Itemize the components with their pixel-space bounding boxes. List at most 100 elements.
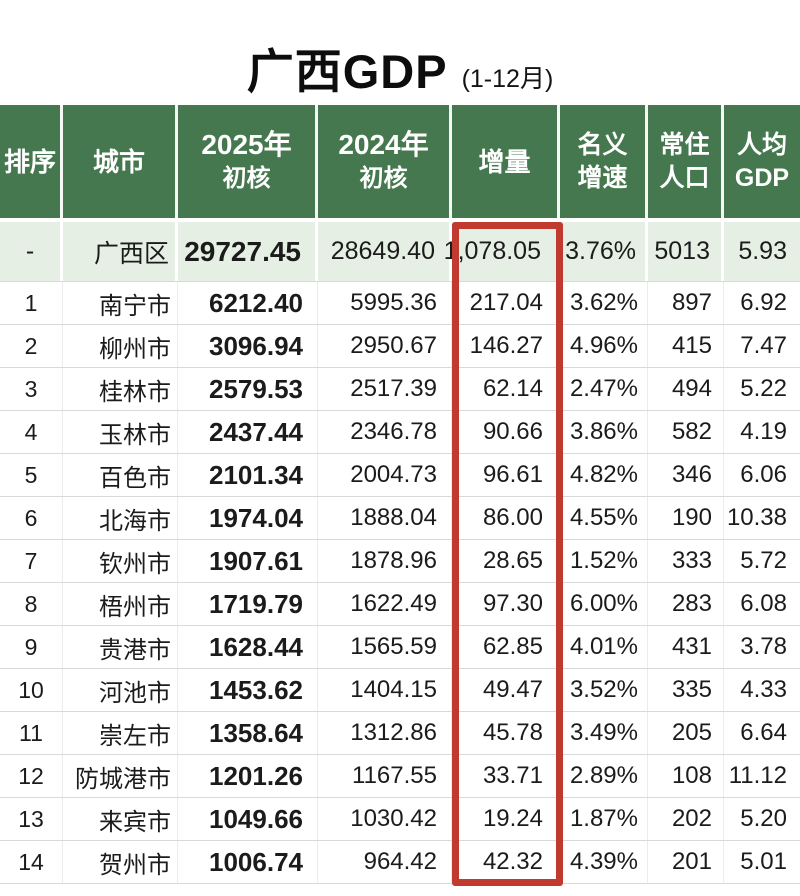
cell-rank: 9 [0, 626, 63, 668]
cell-per-capita-gdp: 5.01 [740, 848, 787, 875]
cell-per-capita-gdp: 5.22 [740, 375, 787, 402]
cell-increment: 96.61 [452, 454, 560, 496]
cell-gdp-2024: 2950.67 [318, 325, 452, 367]
cell-gdp-2024: 1622.49 [318, 583, 452, 625]
cell-city: 来宾市 [63, 798, 178, 840]
cell-per-capita-gdp: 7.47 [740, 332, 787, 359]
cell-population: 205 [648, 712, 724, 754]
cell-per-capita-gdp: 6.92 [740, 289, 787, 316]
cell-increment: 1,078.05 [444, 222, 560, 281]
cell-nominal-growth: 2.47% [560, 368, 648, 410]
cell-nominal-growth: 3.76% [560, 222, 648, 281]
cell-population: 431 [648, 626, 724, 668]
cell-population: 494 [648, 368, 724, 410]
cell-nominal-growth: 3.49% [560, 712, 648, 754]
table-row: 13 来宾市 1049.66 1030.42 19.24 1.87% 202 5… [0, 797, 800, 840]
cell-gdp-2024: 2517.39 [318, 368, 452, 410]
cell-population: 201 [648, 841, 724, 883]
cell-increment: 146.27 [452, 325, 560, 367]
cell-city: 贵港市 [63, 626, 178, 668]
column-header-gdp-2024: 2024年 初核 [318, 105, 452, 218]
cell-per-capita-gdp: 11.12 [728, 762, 787, 789]
cell-gdp-2024: 1404.15 [318, 669, 452, 711]
cell-increment: 49.47 [452, 669, 560, 711]
cell-per-capita-gdp: 6.64 [740, 719, 787, 746]
table-row: 14 贺州市 1006.74 964.42 42.32 4.39% 201 5.… [0, 840, 800, 883]
cell-rank: - [0, 222, 63, 281]
cell-increment: 97.30 [452, 583, 560, 625]
cell-gdp-2024: 1167.55 [318, 755, 452, 797]
cell-gdp-2024: 1312.86 [318, 712, 452, 754]
cell-population: 346 [648, 454, 724, 496]
cell-gdp-2025: 3096.94 [178, 325, 318, 367]
cell-nominal-growth: 1.52% [560, 540, 648, 582]
column-header-gdp-2025: 2025年 初核 [178, 105, 318, 218]
table-row: 7 钦州市 1907.61 1878.96 28.65 1.52% 333 5.… [0, 539, 800, 582]
cell-city: 崇左市 [63, 712, 178, 754]
cell-city: 百色市 [63, 454, 178, 496]
cell-rank: 5 [0, 454, 63, 496]
cell-gdp-2024: 28649.40 [318, 222, 452, 281]
cell-rank: 8 [0, 583, 63, 625]
title-main: 广西GDP [246, 45, 448, 98]
cell-increment: 19.24 [452, 798, 560, 840]
cell-rank: 7 [0, 540, 63, 582]
cell-gdp-2024: 1565.59 [318, 626, 452, 668]
cell-gdp-2025: 1974.04 [178, 497, 318, 539]
cell-gdp-2025: 2579.53 [178, 368, 318, 410]
cell-increment: 33.71 [452, 755, 560, 797]
cell-increment: 217.04 [452, 282, 560, 324]
cell-gdp-2025: 1201.26 [178, 755, 318, 797]
cell-city: 桂林市 [63, 368, 178, 410]
table-row: 6 北海市 1974.04 1888.04 86.00 4.55% 190 10… [0, 496, 800, 539]
cell-per-capita-gdp: 10.38 [726, 504, 787, 531]
cell-per-capita-gdp: 5.72 [740, 547, 787, 574]
cell-nominal-growth: 4.55% [560, 497, 648, 539]
cell-population: 582 [648, 411, 724, 453]
cell-nominal-growth: 3.52% [560, 669, 648, 711]
cell-increment: 90.66 [452, 411, 560, 453]
title-sub: (1-12月) [461, 65, 554, 93]
cell-city: 河池市 [63, 669, 178, 711]
cell-gdp-2025: 1049.66 [178, 798, 318, 840]
cell-increment: 86.00 [452, 497, 560, 539]
table-row: 8 梧州市 1719.79 1622.49 97.30 6.00% 283 6.… [0, 582, 800, 625]
cell-city: 广西区 [63, 222, 178, 281]
table-row: 12 防城港市 1201.26 1167.55 33.71 2.89% 108 … [0, 754, 800, 797]
cell-gdp-2025: 1006.74 [178, 841, 318, 883]
cell-rank: 14 [0, 841, 63, 883]
cell-increment: 62.14 [452, 368, 560, 410]
cell-per-capita-gdp: 4.19 [740, 418, 787, 445]
cell-nominal-growth: 4.01% [560, 626, 648, 668]
table-row: 11 崇左市 1358.64 1312.86 45.78 3.49% 205 6… [0, 711, 800, 754]
cell-population: 335 [648, 669, 724, 711]
cell-increment: 28.65 [452, 540, 560, 582]
table-header-row: 排序 城市 2025年 初核 2024年 初核 增量 名义 增速 常住 人口 人均 GDP [0, 105, 800, 218]
table-row: - 广西区 29727.45 28649.40 1,078.05 3.76% 5… [0, 222, 800, 281]
cell-population: 333 [648, 540, 724, 582]
cell-nominal-growth: 4.96% [560, 325, 648, 367]
cell-city: 北海市 [63, 497, 178, 539]
table-row: 3 桂林市 2579.53 2517.39 62.14 2.47% 494 5.… [0, 367, 800, 410]
cell-per-capita-gdp: 6.06 [740, 461, 787, 488]
cell-rank: 2 [0, 325, 63, 367]
table-row: 5 百色市 2101.34 2004.73 96.61 4.82% 346 6.… [0, 453, 800, 496]
cell-rank: 12 [0, 755, 63, 797]
cell-gdp-2025: 29727.45 [178, 222, 318, 281]
cell-per-capita-gdp: 5.20 [740, 805, 787, 832]
cell-nominal-growth: 4.39% [560, 841, 648, 883]
column-header-per-capita-gdp: 人均 GDP [734, 130, 790, 192]
cell-city: 防城港市 [63, 755, 178, 797]
cell-rank: 13 [0, 798, 63, 840]
cell-gdp-2025: 1907.61 [178, 540, 318, 582]
gdp-table: 排序 城市 2025年 初核 2024年 初核 增量 名义 增速 常住 人口 人均 GDP [0, 105, 800, 884]
cell-nominal-growth: 4.82% [560, 454, 648, 496]
column-header-increment: 增量 [452, 105, 560, 218]
table-row: 2 柳州市 3096.94 2950.67 146.27 4.96% 415 7… [0, 324, 800, 367]
cell-population: 202 [648, 798, 724, 840]
cell-gdp-2024: 1030.42 [318, 798, 452, 840]
cell-nominal-growth: 3.62% [560, 282, 648, 324]
cell-gdp-2025: 1628.44 [178, 626, 318, 668]
cell-rank: 3 [0, 368, 63, 410]
